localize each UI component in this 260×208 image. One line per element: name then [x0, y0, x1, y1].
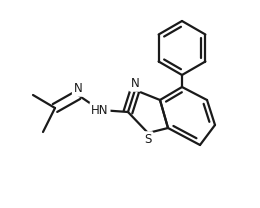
Text: S: S [144, 133, 152, 146]
Text: HN: HN [91, 104, 109, 116]
Text: N: N [74, 82, 82, 95]
Text: N: N [131, 77, 139, 90]
